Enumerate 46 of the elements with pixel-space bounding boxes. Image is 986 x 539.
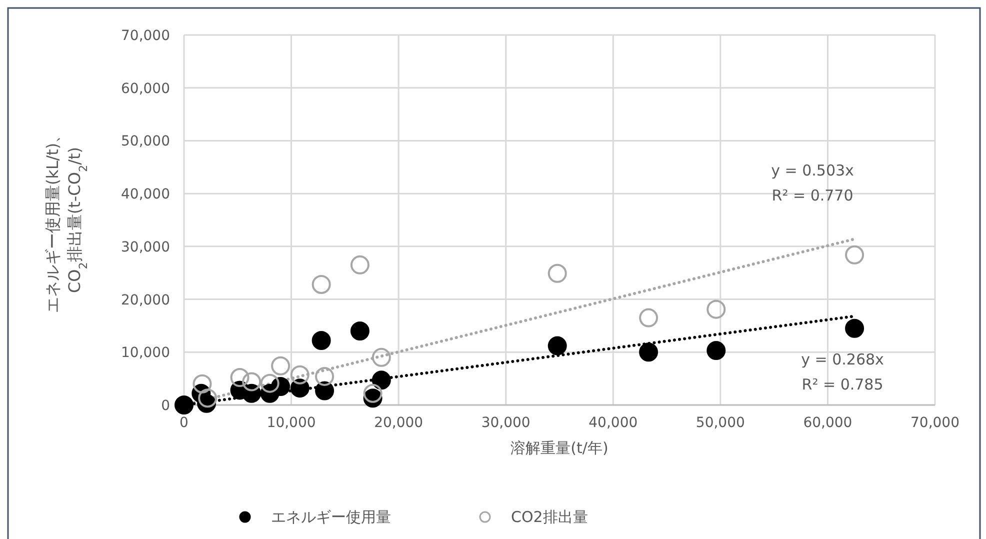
point <box>192 374 212 394</box>
point <box>548 336 567 356</box>
point <box>198 388 218 408</box>
legend-label: CO2排出量 <box>511 508 588 526</box>
x-tick-label: 60,000 <box>803 415 852 431</box>
point <box>350 255 370 274</box>
legend-label: エネルギー使用量 <box>271 508 391 526</box>
point <box>363 384 382 403</box>
point <box>639 308 658 328</box>
point <box>242 372 262 392</box>
point <box>271 356 290 376</box>
x-axis-title: 溶解重量(t/年) <box>510 439 608 457</box>
point <box>639 342 658 362</box>
y-tick-label: 60,000 <box>121 80 170 97</box>
point <box>290 365 310 384</box>
y-tick-label: 50,000 <box>121 134 170 150</box>
x-tick-label: 70,000 <box>910 415 960 431</box>
point <box>706 300 726 319</box>
point <box>312 274 331 294</box>
point <box>845 318 864 338</box>
point <box>706 341 726 360</box>
annotation: y = 0.268x R² = 0.785 <box>801 350 884 394</box>
point <box>260 374 280 393</box>
y-tick-label: 70,000 <box>121 28 170 44</box>
y-tick-label: 10,000 <box>121 345 170 362</box>
y-tick-label: 30,000 <box>121 239 170 256</box>
y-tick-label: 20,000 <box>121 292 170 308</box>
y-tick-label: 40,000 <box>121 186 170 203</box>
point <box>548 264 567 283</box>
x-tick-label: 20,000 <box>374 415 424 431</box>
x-tick-label: 0 <box>180 415 188 431</box>
point <box>315 366 334 386</box>
x-tick-label: 50,000 <box>696 415 745 431</box>
point <box>372 348 391 367</box>
point <box>372 370 391 390</box>
x-tick-label: 30,000 <box>481 415 530 431</box>
annotation: y = 0.503x R² = 0.770 <box>771 162 854 205</box>
point <box>350 322 370 340</box>
point <box>174 396 194 414</box>
point <box>230 368 250 388</box>
y-tick-label: 0 <box>161 398 170 414</box>
x-tick-label: 10,000 <box>266 415 316 431</box>
point <box>845 245 864 264</box>
x-tick-label: 40,000 <box>588 415 638 431</box>
point <box>312 331 331 350</box>
point <box>315 381 334 400</box>
